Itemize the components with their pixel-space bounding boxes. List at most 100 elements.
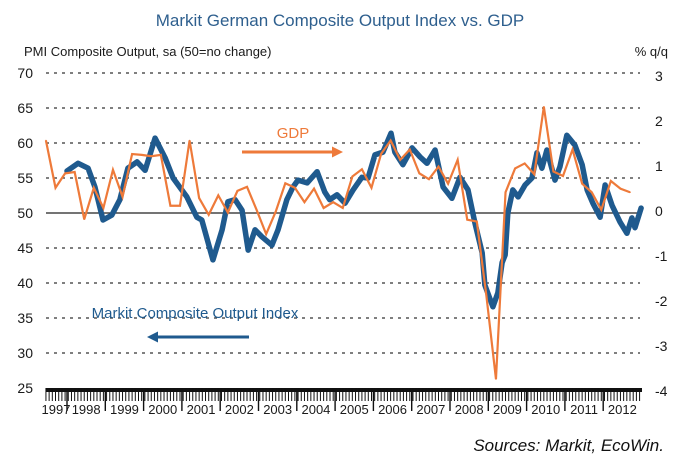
right-tick-label: 1 xyxy=(655,158,663,174)
right-tick-label: -2 xyxy=(655,293,668,309)
left-tick-label: 55 xyxy=(17,170,33,186)
gdp-point xyxy=(514,167,516,170)
pmi-point xyxy=(296,179,299,182)
x-tick-label: 2004 xyxy=(301,402,330,417)
pmi-point xyxy=(619,221,622,224)
pmi-point xyxy=(336,193,339,196)
pmi-point xyxy=(401,163,404,166)
gdp-point xyxy=(102,207,105,209)
x-axis: 1997 1998 1999 2000 2001 2002 2003 2004 2005 2006… xyxy=(42,388,642,417)
pmi-point xyxy=(558,165,561,168)
pmi-point xyxy=(540,167,543,170)
pmi-point xyxy=(360,176,363,179)
right-axis: 3 2 1 0 -1 -2 -3 -4 xyxy=(655,68,668,399)
pmi-point xyxy=(185,195,188,198)
gdp-line xyxy=(44,106,631,380)
left-tick-label: 30 xyxy=(17,345,33,361)
pmi-point xyxy=(591,202,594,205)
gdp-point xyxy=(389,139,392,142)
right-tick-label: -4 xyxy=(655,383,668,399)
gdp-point xyxy=(313,187,315,190)
pmi-point xyxy=(172,177,175,179)
gdp-point xyxy=(600,209,603,211)
gdp-point xyxy=(188,139,191,142)
left-tick-label: 60 xyxy=(17,135,33,151)
gdp-point xyxy=(562,175,564,177)
gdp-point xyxy=(447,182,449,185)
x-tick-label: 2006 xyxy=(378,402,407,417)
gdp-point xyxy=(456,159,459,161)
gdp-point xyxy=(198,197,200,199)
gdp-point xyxy=(45,139,47,142)
pmi-point xyxy=(491,305,494,308)
gdp-point xyxy=(265,233,267,235)
gdp-point xyxy=(274,210,277,213)
pmi-point xyxy=(517,195,520,198)
gdp-point xyxy=(466,218,469,221)
gdp-point xyxy=(408,148,411,151)
pmi-point xyxy=(506,212,509,214)
pmi-line xyxy=(64,130,644,310)
gdp-point xyxy=(476,220,478,223)
gdp-point xyxy=(504,191,507,194)
pmi-point xyxy=(110,214,113,217)
pmi-point xyxy=(316,170,319,173)
right-tick-label: 2 xyxy=(655,113,663,129)
x-tick-label: 2005 xyxy=(340,402,369,417)
pmi-point xyxy=(144,169,147,172)
pmi-point xyxy=(390,132,393,135)
pmi-point xyxy=(640,207,643,210)
gdp-point xyxy=(160,154,162,156)
pmi-point xyxy=(611,204,614,207)
pmi-point xyxy=(328,198,331,201)
gdp-point xyxy=(332,201,334,203)
gdp-point xyxy=(370,186,373,189)
gdp-point xyxy=(619,187,622,190)
pmi-point xyxy=(87,167,90,170)
gdp-point xyxy=(581,182,583,185)
x-axis-bar xyxy=(46,388,642,392)
gdp-point xyxy=(236,190,239,192)
pmi-point xyxy=(411,146,414,149)
pmi-point xyxy=(565,134,568,137)
gdp-point xyxy=(112,168,114,171)
pmi-point xyxy=(260,235,263,238)
x-tick-label: 2003 xyxy=(263,402,292,417)
pmi-point xyxy=(306,181,309,184)
gdp-arrow-head-icon xyxy=(332,146,343,158)
left-tick-label: 70 xyxy=(17,65,33,81)
gdp-point xyxy=(93,186,95,189)
left-tick-label: 35 xyxy=(17,310,33,326)
pmi-point xyxy=(102,219,105,221)
pmi-point xyxy=(352,188,355,191)
right-tick-label: 0 xyxy=(655,203,663,219)
gdp-point xyxy=(83,218,86,221)
gdp-point xyxy=(533,173,536,176)
gdp-annotation-label: GDP xyxy=(277,125,310,142)
left-tick-label: 25 xyxy=(17,380,33,396)
pmi-point xyxy=(285,198,288,201)
gridlines xyxy=(46,72,640,354)
pmi-point xyxy=(247,249,250,252)
gdp-point xyxy=(169,204,172,207)
x-tick-label: 2008 xyxy=(455,402,484,417)
gdp-point xyxy=(255,209,258,211)
pmi-point xyxy=(164,156,167,159)
pmi-point xyxy=(434,149,437,151)
pmi-point xyxy=(66,170,68,172)
gdp-point xyxy=(73,171,76,173)
chart-title: Markit German Composite Output Index vs.… xyxy=(156,11,524,30)
pmi-point xyxy=(450,197,453,200)
right-tick-label: -3 xyxy=(655,338,668,354)
left-tick-label: 45 xyxy=(17,240,33,256)
gdp-point xyxy=(380,153,382,155)
pmi-point xyxy=(226,200,229,203)
gdp-point xyxy=(207,213,210,216)
pmi-point xyxy=(241,209,244,212)
right-axis-title: % q/q xyxy=(635,44,668,59)
pmi-arrow-head-icon xyxy=(147,331,158,343)
gdp-point xyxy=(322,207,325,209)
gdp-point xyxy=(303,201,306,203)
pmi-point xyxy=(419,156,422,158)
pmi-point xyxy=(136,160,139,163)
